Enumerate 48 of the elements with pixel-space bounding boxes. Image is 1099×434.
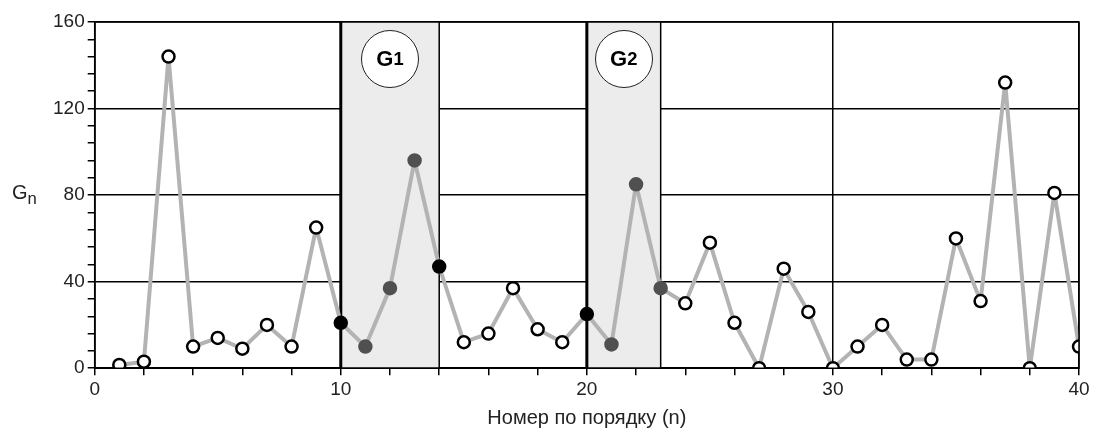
point — [948, 231, 964, 246]
point — [727, 315, 742, 331]
point — [161, 49, 176, 64]
point — [1047, 185, 1062, 201]
point — [235, 341, 250, 356]
point — [554, 334, 570, 350]
point — [899, 352, 914, 367]
point — [259, 317, 275, 333]
point — [653, 280, 668, 296]
y-tick-label: 0 — [74, 356, 85, 378]
point — [210, 330, 225, 346]
point — [579, 306, 595, 322]
point — [185, 339, 201, 354]
point — [431, 259, 447, 274]
point — [284, 339, 299, 354]
point — [358, 339, 373, 354]
point — [136, 354, 152, 369]
point — [604, 337, 619, 352]
y-tick-label: 160 — [53, 10, 85, 32]
point — [874, 317, 890, 333]
point — [850, 339, 865, 354]
point — [505, 280, 521, 296]
point — [112, 357, 127, 369]
point — [678, 296, 693, 311]
x-tick-label: 20 — [576, 377, 598, 399]
y-tick-label: 80 — [63, 183, 85, 205]
point — [776, 261, 791, 276]
y-tick-label: 40 — [63, 269, 85, 291]
point — [407, 153, 422, 168]
x-tick-label: 30 — [822, 377, 844, 399]
y-tick-label: 120 — [53, 96, 85, 118]
point — [308, 220, 324, 235]
x-tick-label: 40 — [1068, 377, 1090, 399]
x-tick-label: 10 — [330, 377, 352, 399]
point — [628, 177, 644, 192]
point — [801, 304, 816, 320]
point — [481, 326, 496, 341]
point — [382, 280, 398, 296]
point — [973, 293, 988, 309]
x-tick-label: 0 — [89, 377, 100, 399]
point — [333, 315, 349, 331]
point — [702, 235, 718, 250]
y-axis-title: G$_{n}$ — [12, 181, 37, 210]
point — [456, 334, 472, 350]
x-axis-title: Номер по порядку (n) — [487, 405, 687, 428]
point — [924, 352, 939, 367]
point — [530, 322, 545, 337]
point — [997, 75, 1013, 90]
